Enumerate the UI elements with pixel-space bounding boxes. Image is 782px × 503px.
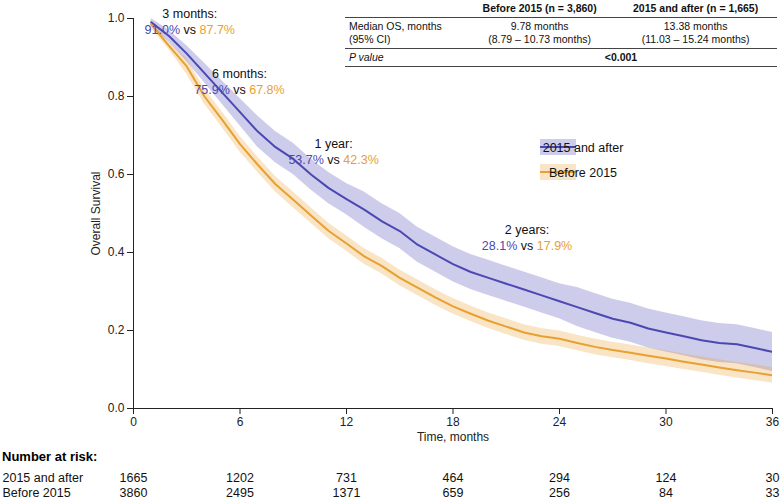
- svg-text:0.4: 0.4: [108, 245, 125, 259]
- svg-text:28.1% vs 17.9%: 28.1% vs 17.9%: [482, 239, 572, 253]
- svg-text:124: 124: [656, 471, 677, 485]
- svg-text:0.8: 0.8: [108, 89, 125, 103]
- html-text:Number at risk:: Number at risk:: [2, 449, 98, 464]
- svg-text:2015 and after: 2015 and after: [3, 471, 84, 485]
- svg-text:0: 0: [130, 415, 137, 429]
- svg-text:659: 659: [443, 486, 464, 500]
- svg-text:12: 12: [340, 415, 354, 429]
- svg-text:84: 84: [659, 486, 673, 500]
- svg-text:2 years:: 2 years:: [505, 223, 549, 237]
- svg-text:1 year:: 1 year:: [314, 137, 352, 151]
- svg-text:1665: 1665: [120, 471, 148, 485]
- svg-text:2495: 2495: [226, 486, 254, 500]
- svg-text:Before 2015: Before 2015: [3, 486, 71, 500]
- html-text:Median OS, months: Median OS, months: [349, 20, 442, 32]
- svg-text:75.9% vs 67.8%: 75.9% vs 67.8%: [194, 83, 284, 97]
- svg-text:256: 256: [549, 486, 570, 500]
- svg-text:731: 731: [336, 471, 357, 485]
- html-text:(95% CI): (95% CI): [349, 33, 391, 45]
- svg-text:3860: 3860: [120, 486, 148, 500]
- svg-text:464: 464: [443, 471, 464, 485]
- html-text:(11.03 – 15.24 months): (11.03 – 15.24 months): [641, 33, 750, 45]
- svg-text:18: 18: [446, 415, 460, 429]
- svg-text:6 months:: 6 months:: [212, 67, 267, 81]
- svg-text:91.0% vs 87.7%: 91.0% vs 87.7%: [145, 23, 235, 37]
- svg-text:30: 30: [766, 471, 780, 485]
- html-text:(8.79 – 10.73 months): (8.79 – 10.73 months): [488, 33, 591, 45]
- svg-text:6: 6: [237, 415, 244, 429]
- html-text:13.38 months: 13.38 months: [663, 20, 728, 32]
- svg-text:1202: 1202: [226, 471, 254, 485]
- svg-text:0.6: 0.6: [108, 167, 125, 181]
- svg-text:0.2: 0.2: [108, 323, 125, 337]
- svg-text:36: 36: [766, 415, 780, 429]
- svg-text:1.0: 1.0: [108, 11, 125, 25]
- svg-text:Before 2015: Before 2015: [549, 166, 617, 180]
- svg-text:0.0: 0.0: [108, 401, 125, 415]
- svg-text:2015 and after: 2015 and after: [543, 141, 624, 155]
- svg-text:33: 33: [766, 486, 780, 500]
- html-text:9.78 months: 9.78 months: [510, 20, 569, 32]
- svg-text:24: 24: [553, 415, 567, 429]
- html-text:P value: P value: [349, 51, 384, 63]
- html-text:2015 and after (n = 1,665): 2015 and after (n = 1,665): [633, 2, 759, 14]
- html-text:<0.001: <0.001: [604, 51, 638, 63]
- svg-text:53.7% vs 42.3%: 53.7% vs 42.3%: [288, 153, 378, 167]
- svg-text:Overall Survival: Overall Survival: [89, 171, 103, 255]
- svg-text:1371: 1371: [333, 486, 361, 500]
- svg-text:Time, months: Time, months: [417, 430, 489, 444]
- svg-text:294: 294: [549, 471, 570, 485]
- html-text:Before 2015 (n = 3,860): Before 2015 (n = 3,860): [482, 2, 597, 14]
- svg-text:30: 30: [659, 415, 673, 429]
- svg-text:3 months:: 3 months:: [162, 7, 217, 21]
